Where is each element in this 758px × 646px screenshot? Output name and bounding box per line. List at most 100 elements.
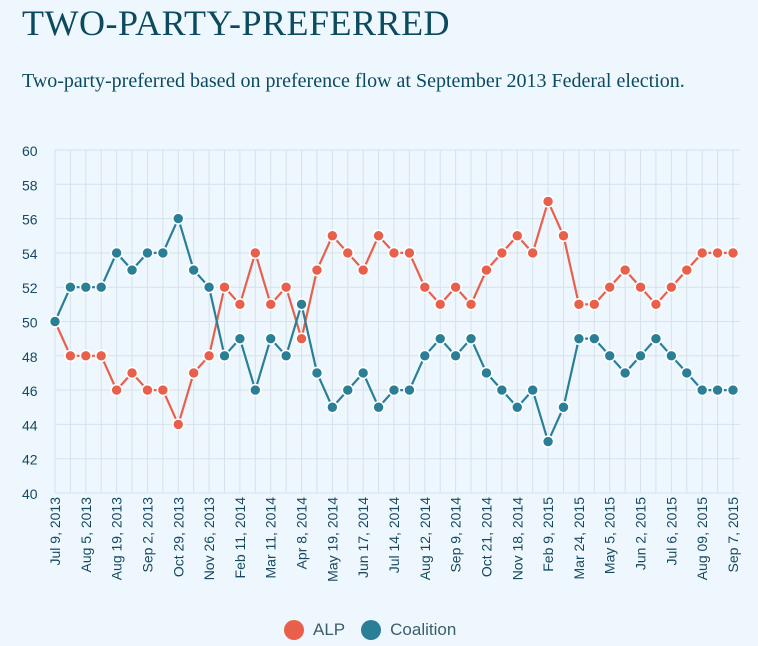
y-tick-label: 50 bbox=[22, 315, 38, 331]
data-point-alp bbox=[279, 280, 293, 294]
data-point-alp bbox=[218, 280, 231, 294]
data-point-alp bbox=[141, 383, 154, 397]
x-tick-label: Jul 14, 2014 bbox=[386, 497, 402, 573]
x-tick-label: Nov 26, 2013 bbox=[201, 497, 217, 580]
data-point-coalition bbox=[233, 332, 247, 345]
data-point-coalition bbox=[449, 349, 462, 363]
legend: ALP Coalition bbox=[284, 618, 472, 642]
x-tick-label: Sep 7, 2015 bbox=[725, 497, 741, 573]
x-tick-label: Aug 09, 2015 bbox=[694, 497, 710, 581]
data-point-coalition bbox=[433, 332, 447, 345]
data-point-alp bbox=[649, 298, 663, 311]
data-point-alp bbox=[634, 280, 647, 294]
x-tick-label: May 19, 2014 bbox=[324, 497, 340, 582]
data-point-coalition bbox=[125, 263, 139, 277]
y-tick-label: 60 bbox=[22, 143, 38, 159]
data-point-coalition bbox=[711, 383, 724, 397]
data-point-coalition bbox=[218, 349, 231, 363]
legend-item-alp[interactable]: ALP bbox=[284, 620, 345, 640]
data-point-alp bbox=[341, 246, 355, 260]
chart-subtitle: Two-party-preferred based on preference … bbox=[22, 70, 685, 92]
data-point-coalition bbox=[295, 298, 308, 311]
data-point-coalition bbox=[634, 349, 647, 363]
x-tick-label: Mar 11, 2014 bbox=[263, 497, 279, 579]
x-tick-label: Oct 21, 2014 bbox=[478, 497, 494, 577]
legend-marker-coalition bbox=[361, 620, 382, 640]
data-point-alp bbox=[233, 298, 247, 311]
data-point-coalition bbox=[557, 400, 570, 414]
legend-item-coalition[interactable]: Coalition bbox=[361, 620, 456, 640]
x-tick-label: Apr 8, 2014 bbox=[294, 497, 310, 570]
data-point-coalition bbox=[665, 349, 678, 363]
data-point-coalition bbox=[588, 332, 601, 345]
data-point-coalition bbox=[649, 332, 663, 345]
x-tick-label: Aug 5, 2013 bbox=[78, 497, 94, 573]
x-tick-label: May 5, 2015 bbox=[602, 497, 618, 574]
data-point-coalition bbox=[264, 332, 278, 345]
data-point-coalition bbox=[156, 246, 170, 260]
data-point-coalition bbox=[572, 332, 586, 345]
data-point-coalition bbox=[141, 246, 154, 260]
legend-label-coalition: Coalition bbox=[390, 620, 457, 639]
x-tick-label: Sep 9, 2014 bbox=[448, 497, 464, 573]
data-point-coalition bbox=[603, 349, 617, 363]
data-point-alp bbox=[665, 280, 678, 294]
data-point-alp bbox=[618, 263, 632, 277]
data-point-coalition bbox=[418, 349, 432, 363]
data-point-alp bbox=[510, 229, 524, 243]
data-point-alp bbox=[572, 298, 586, 311]
y-tick-label: 52 bbox=[22, 280, 38, 296]
data-point-alp bbox=[295, 332, 308, 345]
data-point-coalition bbox=[187, 263, 200, 277]
data-point-alp bbox=[449, 280, 462, 294]
x-tick-label: Nov 18, 2014 bbox=[509, 497, 525, 580]
x-tick-label: Sep 2, 2013 bbox=[139, 497, 155, 573]
data-point-coalition bbox=[110, 246, 123, 260]
x-tick-label: Jun 2, 2015 bbox=[633, 497, 649, 570]
data-point-coalition bbox=[618, 366, 632, 380]
data-point-alp bbox=[464, 298, 478, 311]
data-point-coalition bbox=[403, 383, 416, 397]
data-point-alp bbox=[557, 229, 570, 243]
data-point-coalition bbox=[695, 383, 709, 397]
data-point-coalition bbox=[680, 366, 694, 380]
x-tick-label: Feb 9, 2015 bbox=[540, 497, 556, 572]
data-point-coalition bbox=[480, 366, 493, 380]
data-point-coalition bbox=[495, 383, 509, 397]
x-tick-label: Jun 17, 2014 bbox=[355, 497, 371, 578]
y-tick-label: 58 bbox=[22, 177, 38, 193]
data-point-coalition bbox=[464, 332, 478, 345]
data-point-coalition bbox=[526, 383, 539, 397]
y-tick-label: 54 bbox=[22, 246, 38, 262]
data-point-alp bbox=[94, 349, 108, 363]
data-point-coalition bbox=[541, 435, 555, 448]
data-point-alp bbox=[110, 383, 123, 397]
x-tick-label: Mar 24, 2015 bbox=[571, 497, 587, 580]
data-point-alp bbox=[526, 246, 539, 260]
data-point-alp bbox=[433, 298, 447, 311]
data-point-coalition bbox=[387, 383, 401, 397]
data-point-alp bbox=[326, 229, 339, 243]
data-point-alp bbox=[695, 246, 709, 260]
data-point-alp bbox=[249, 246, 262, 260]
x-tick-label: Feb 11, 2014 bbox=[232, 497, 248, 579]
data-point-alp bbox=[125, 366, 139, 380]
data-point-coalition bbox=[326, 400, 339, 414]
data-point-alp bbox=[680, 263, 694, 277]
data-point-coalition bbox=[310, 366, 324, 380]
data-point-alp bbox=[403, 246, 416, 260]
data-point-alp bbox=[356, 263, 370, 277]
data-point-coalition bbox=[356, 366, 370, 380]
data-point-alp bbox=[264, 298, 278, 311]
data-point-coalition bbox=[79, 280, 93, 294]
data-point-alp bbox=[187, 366, 200, 380]
y-tick-label: 48 bbox=[22, 349, 38, 365]
data-point-alp bbox=[372, 229, 385, 243]
data-point-alp bbox=[387, 246, 401, 260]
data-point-coalition bbox=[279, 349, 293, 363]
y-tick-label: 44 bbox=[22, 417, 38, 433]
data-point-coalition bbox=[64, 280, 77, 294]
data-point-coalition bbox=[48, 315, 62, 328]
legend-marker-alp bbox=[284, 620, 304, 640]
